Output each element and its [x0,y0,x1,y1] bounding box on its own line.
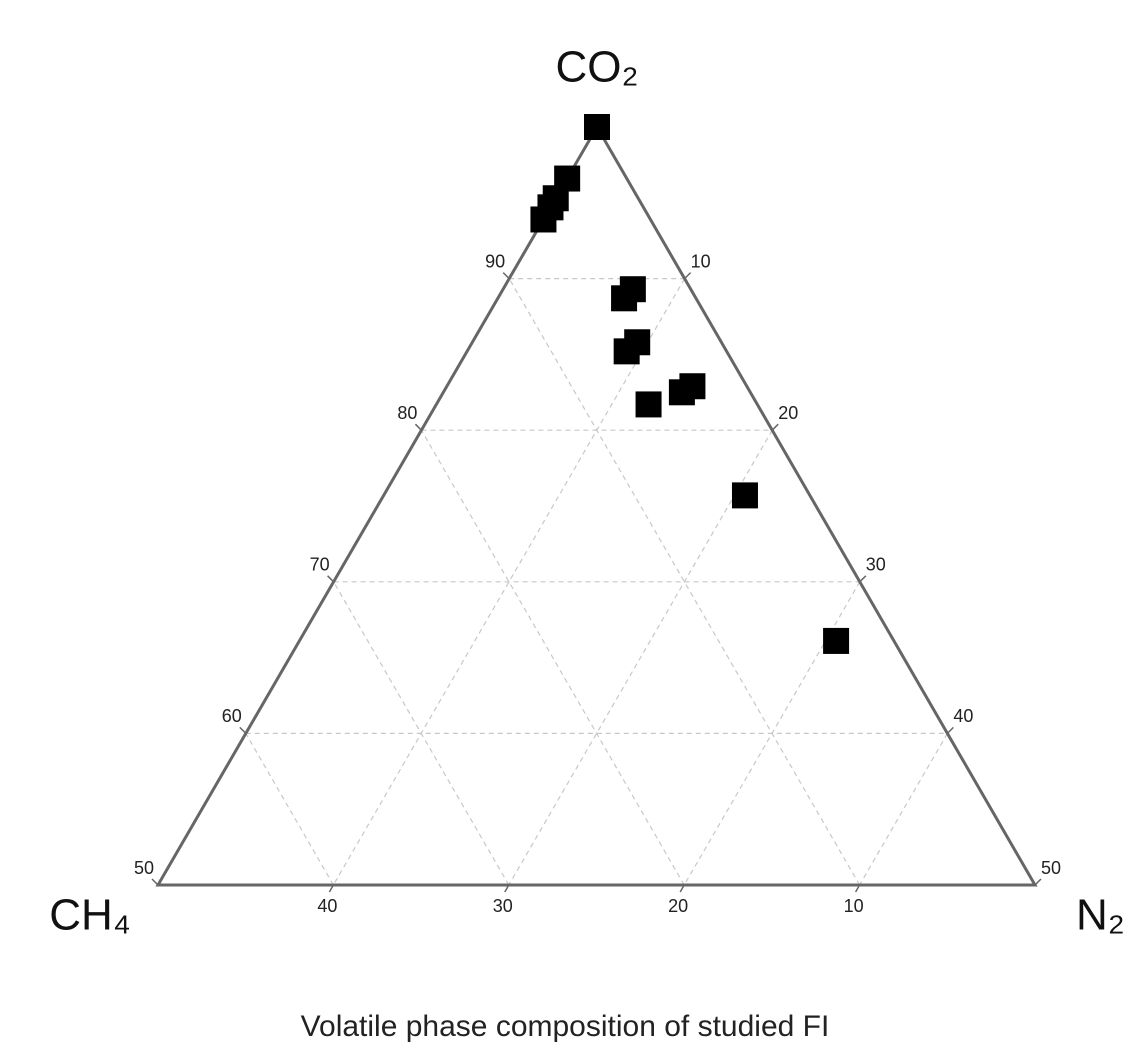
co2-tick-label: 80 [397,403,417,423]
ch4-tick-label: 20 [668,896,688,916]
vertex-label: N₂ [1076,891,1125,940]
vertex-label: CH₄ [49,891,131,940]
ch4-tick-label: 40 [317,896,337,916]
triangle-frame [155,124,1038,887]
data-point [668,379,695,406]
n2-tick-label: 10 [691,251,711,271]
grid-line [859,733,948,886]
grid-line [420,429,685,886]
chart-title: Volatile phase composition of studied FI [301,1010,830,1043]
ch4-tick-label: 10 [844,896,864,916]
n2-tick-label: 20 [778,403,798,423]
grid [245,278,948,886]
data-point [584,114,610,140]
data-point [731,482,758,509]
ch4-tick-label: 30 [493,896,513,916]
data-point [823,627,850,654]
n2-tick-label: 30 [866,555,886,575]
grid-line [508,429,773,886]
grid-line [245,733,334,886]
co2-tick-label: 60 [222,706,242,726]
co2-tick-label: 90 [485,251,505,271]
data-point [613,338,640,365]
n2-tick-label: 50 [1041,858,1061,878]
grid-line [333,581,510,886]
co2-tick-label: 50 [134,858,154,878]
data-point [530,206,557,233]
data-point [635,391,662,418]
co2-tick-label: 70 [310,555,330,575]
n2-tick-label: 40 [953,706,973,726]
data-point [611,285,638,312]
vertex-label: CO₂ [555,43,638,92]
